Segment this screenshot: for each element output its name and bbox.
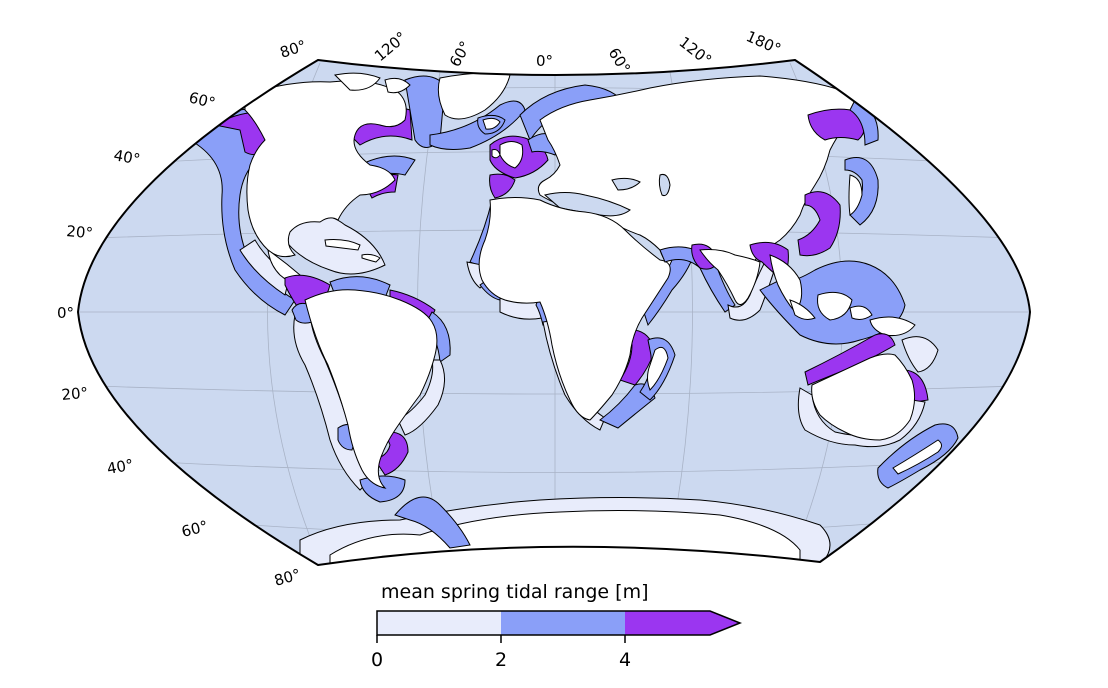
australia-east-band [901,336,939,373]
colorbar-bin-over-4 [625,611,740,635]
lon-label: 120° [371,28,410,65]
lat-label: 0° [57,304,74,322]
okhotsk-band [807,108,865,141]
sa-patagonia-band [374,431,409,476]
borneo-sumatra-land [789,291,873,321]
black-sea [611,177,641,191]
latitude-labels: 60° 40° 20° 0° 20° 40° 60° 80° [57,88,303,589]
colorbar-tick: 4 [619,649,631,671]
british-isles-land [491,141,524,169]
india-land [699,249,761,305]
australia-nw-band [804,333,896,386]
china-band [797,191,841,257]
australia-land [811,353,916,441]
caribbean-islands [324,239,381,263]
canada-arctic-islands [333,72,411,94]
africa-land [478,197,671,421]
north-america-land [244,80,407,258]
colorbar-title: mean spring tidal range [m] [381,581,648,603]
lat-label: 60° [187,88,217,112]
colorbar-bin-0-2 [377,611,501,635]
japan-land [848,174,863,216]
iceland-land [482,117,501,130]
madagascar-land [647,346,669,391]
lat-label: 20° [66,222,94,242]
lat-label: 80° [272,565,303,590]
colorbar-legend: mean spring tidal range [m] 0 2 4 [371,581,743,671]
lon-label: 60° [605,45,634,77]
lon-label: 60° [446,38,475,70]
colorbar-bin-2-4 [501,611,625,635]
globe-outline [76,58,1032,567]
lat-label: 40° [112,146,141,168]
colorbar-tick: 0 [371,649,383,671]
new-zealand-land [892,439,942,475]
lat-label: 20° [61,384,89,404]
colorbar-outline [376,610,743,636]
lat-label: 60° [180,517,210,541]
colorbar-tick: 2 [495,649,507,671]
caspian-sea [658,174,671,196]
sa-tierra-band [359,475,406,503]
lon-label: 0° [536,52,553,70]
mozambique-band [619,329,656,386]
france-iberia-band [489,173,516,199]
new-guinea-land [869,316,916,336]
lon-label: 120° [676,33,716,69]
antarctic-peninsula-band [394,496,471,549]
south-america-land [304,289,438,489]
lon-label: 80° [278,36,309,61]
lat-label: 40° [106,456,135,478]
lon-label: 180° [743,27,783,58]
